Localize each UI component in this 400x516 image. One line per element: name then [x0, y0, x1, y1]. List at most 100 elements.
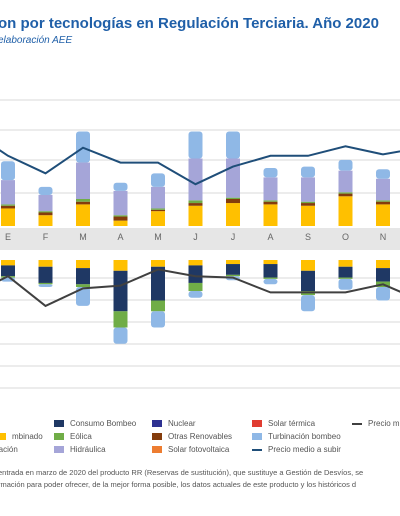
bar-upper-otras_renovables	[113, 216, 128, 221]
legend-label: Otras Renovables	[168, 432, 233, 441]
bar-lower-turbinacion_bombeo	[301, 295, 315, 312]
bar-lower-turbinacion_bombeo	[151, 311, 165, 328]
bar-upper-turbinacion_bombeo	[376, 169, 390, 179]
legend-swatch	[152, 446, 162, 453]
bar-upper-otras_renovables	[76, 201, 90, 205]
bar-upper-eolica	[226, 197, 240, 199]
legend-swatch	[54, 446, 64, 453]
bar-lower-bombeo	[263, 264, 278, 278]
bar-lower-bombeo	[376, 268, 390, 282]
bar-upper-ciclo_combinado	[38, 215, 53, 226]
bar-lower-bombeo	[338, 266, 353, 278]
bar-upper-hidraulica	[151, 186, 165, 209]
month-tick-label: J	[193, 232, 198, 242]
bar-upper-ciclo_combinado	[151, 211, 165, 226]
legend-line	[252, 449, 262, 451]
month-tick-label: A	[117, 232, 123, 242]
bar-upper-turbinacion_bombeo	[1, 161, 15, 181]
legend-label: Solar térmica	[268, 419, 316, 428]
bar-upper-eolica	[188, 200, 203, 204]
month-tick-label: F	[43, 232, 49, 242]
bar-upper-eolica	[263, 200, 278, 202]
legend-swatch	[54, 420, 64, 427]
bar-lower-bombeo	[76, 268, 90, 285]
bar-lower-ciclo_combinado	[338, 260, 353, 267]
legend-label: ración	[0, 445, 18, 454]
bar-lower-eolica	[263, 277, 278, 279]
bar-upper-hidraulica	[38, 194, 53, 212]
legend-line	[352, 423, 362, 425]
bar-upper-turbinacion_bombeo	[338, 159, 353, 171]
legend-label: Precio medio a subir	[268, 445, 341, 454]
footnote-line-1: entrada en marzo de 2020 del producto RR…	[0, 468, 364, 477]
bar-lower-ciclo_combinado	[1, 260, 15, 266]
bar-upper-ciclo_combinado	[376, 204, 390, 226]
bar-upper-otras_renovables	[338, 193, 353, 197]
bar-lower-ciclo_combinado	[263, 260, 278, 265]
month-axis-band	[0, 228, 400, 250]
bar-lower-turbinacion_bombeo	[188, 291, 203, 298]
bar-lower-bombeo	[113, 270, 128, 312]
legend-label: Solar fotovoltaica	[168, 445, 230, 454]
bar-lower-ciclo_combinado	[376, 260, 390, 269]
bar-upper-eolica	[76, 199, 90, 202]
bar-upper-ciclo_combinado	[338, 196, 353, 226]
bar-upper-turbinacion_bombeo	[301, 166, 315, 178]
bar-upper-eolica	[376, 200, 390, 202]
footnote-line-2: rmación para poder ofrecer, de la mejor …	[0, 480, 357, 489]
bar-upper-ciclo_combinado	[76, 204, 90, 226]
bar-lower-bombeo	[38, 266, 53, 283]
bar-upper-hidraulica	[1, 180, 15, 205]
legend-label: Eólica	[70, 432, 92, 441]
bar-lower-turbinacion_bombeo	[76, 287, 90, 306]
bar-upper-ciclo_combinado	[301, 205, 315, 226]
bar-lower-eolica	[151, 300, 165, 312]
bar-lower-eolica	[38, 282, 53, 285]
bar-upper-eolica	[113, 215, 128, 217]
bar-upper-turbinacion_bombeo	[263, 167, 278, 178]
month-tick-label: E	[5, 232, 11, 242]
month-tick-label: J	[231, 232, 236, 242]
month-tick-label: S	[305, 232, 311, 242]
legend-label: Consumo Bombeo	[70, 419, 137, 428]
legend-label: Turbinación bombeo	[268, 432, 341, 441]
bar-upper-turbinacion_bombeo	[151, 173, 165, 187]
bar-lower-bombeo	[301, 270, 315, 292]
bar-upper-otras_renovables	[301, 203, 315, 206]
month-tick-label: A	[267, 232, 273, 242]
bar-upper-otras_renovables	[263, 201, 278, 205]
bar-lower-turbinacion_bombeo	[38, 284, 53, 287]
bar-lower-bombeo	[151, 266, 165, 301]
bar-lower-ciclo_combinado	[151, 260, 165, 267]
bar-upper-ciclo_combinado	[113, 220, 128, 226]
bar-lower-ciclo_combinado	[301, 260, 315, 271]
legend-label: Nuclear	[168, 419, 196, 428]
bar-upper-turbinacion_bombeo	[188, 131, 203, 159]
bar-lower-eolica	[113, 311, 128, 328]
bar-upper-eolica	[301, 201, 315, 204]
month-labels: EFMAMJJASOND	[5, 232, 387, 242]
price-lines	[0, 145, 400, 308]
chart-source: elaboración AEE	[0, 35, 73, 46]
bar-upper-otras_renovables	[226, 199, 240, 204]
bar-lower-bombeo	[1, 265, 15, 277]
chart-title: on por tecnologías en Regulación Terciar…	[0, 15, 379, 32]
legend-label: Hidráulica	[70, 445, 106, 454]
bar-upper-hidraulica	[113, 190, 128, 216]
bar-lower-eolica	[338, 277, 353, 279]
bar-lower-eolica	[76, 284, 90, 287]
upper-bars	[1, 131, 390, 226]
bar-upper-otras_renovables	[188, 203, 203, 206]
bar-lower-turbinacion_bombeo	[113, 327, 128, 344]
bar-upper-turbinacion_bombeo	[38, 186, 53, 195]
bar-upper-otras_renovables	[151, 209, 165, 212]
month-tick-label: N	[380, 232, 387, 242]
bar-lower-turbinacion_bombeo	[263, 278, 278, 285]
bar-lower-bombeo	[188, 265, 203, 283]
bar-upper-turbinacion_bombeo	[113, 182, 128, 191]
bar-upper-ciclo_combinado	[263, 204, 278, 226]
bar-upper-ciclo_combinado	[1, 208, 15, 226]
bar-lower-eolica	[226, 274, 240, 277]
bar-lower-ciclo_combinado	[113, 260, 128, 271]
